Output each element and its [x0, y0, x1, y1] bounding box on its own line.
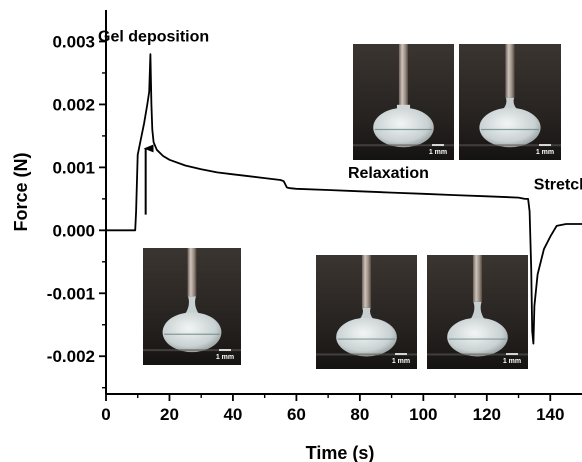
photo-inset-4: 1 mm [316, 255, 417, 369]
needle [472, 255, 483, 302]
y-tick-label: 0.000 [52, 221, 95, 240]
y-tick-label: 0.002 [52, 95, 95, 114]
y-tick-label: 0.003 [52, 32, 95, 51]
photo-inset-2: 1 mm [459, 44, 561, 160]
axes: 0 20 40 60 80 100 120 140 0.003 0.002 0.001 0.000 -0… [11, 10, 582, 462]
scale-bar-label: 1 mm [429, 149, 447, 156]
annotation-label: Relaxation [348, 165, 429, 182]
scale-bar-label: 1 mm [392, 358, 410, 365]
scale-bar-label: 1 mm [216, 354, 234, 361]
gel-blob [479, 107, 541, 148]
floor-line [316, 353, 417, 356]
annotations: Gel deposition Relaxation Stretch [98, 28, 582, 215]
x-tick-label: 100 [409, 405, 437, 424]
y-tick-label: 0.001 [52, 158, 95, 177]
y-tick-label: -0.001 [47, 284, 95, 303]
floor-line [459, 144, 561, 147]
gel-neck [470, 301, 485, 320]
photo-inset-5: 1 mm [427, 255, 528, 369]
photo-inset-1: 1 mm [353, 44, 454, 160]
x-axis-title: Time (s) [306, 443, 375, 462]
floor-line [353, 144, 454, 147]
scale-bar-label: 1 mm [503, 358, 521, 365]
x-tick-label: 80 [350, 405, 369, 424]
gel-contact [396, 104, 411, 109]
photo-insets: 1 mm 1 mm 1 mm 1 mm 1 mm [143, 44, 561, 369]
photo-inset-3: 1 mm [143, 248, 241, 365]
series-layer [106, 53, 582, 345]
gel-blob [373, 107, 434, 148]
gel-neck [359, 307, 374, 320]
floor-line [427, 353, 528, 356]
gel-blob [336, 317, 397, 357]
needle [505, 44, 515, 98]
x-tick-label: 20 [160, 405, 179, 424]
needle [398, 44, 409, 106]
y-axis-title: Force (N) [11, 152, 31, 231]
needle [187, 248, 197, 297]
x-tick-label: 120 [473, 405, 501, 424]
x-tick-label: 140 [536, 405, 564, 424]
gel-neck [502, 97, 518, 110]
scale-bar-label: 1 mm [536, 149, 554, 156]
floor-line [143, 349, 241, 352]
annotation-label: Stretch [534, 176, 582, 193]
gel-neck [184, 296, 200, 315]
x-tick-label: 40 [223, 405, 242, 424]
needle [361, 255, 372, 308]
x-tick-label: 0 [101, 405, 110, 424]
gel-blob [162, 312, 222, 353]
series-line-1 [106, 53, 582, 345]
y-tick-label: -0.002 [47, 347, 95, 366]
gel-blob [447, 317, 508, 357]
annotation-label: Gel deposition [98, 28, 209, 45]
x-tick-label: 60 [287, 405, 306, 424]
